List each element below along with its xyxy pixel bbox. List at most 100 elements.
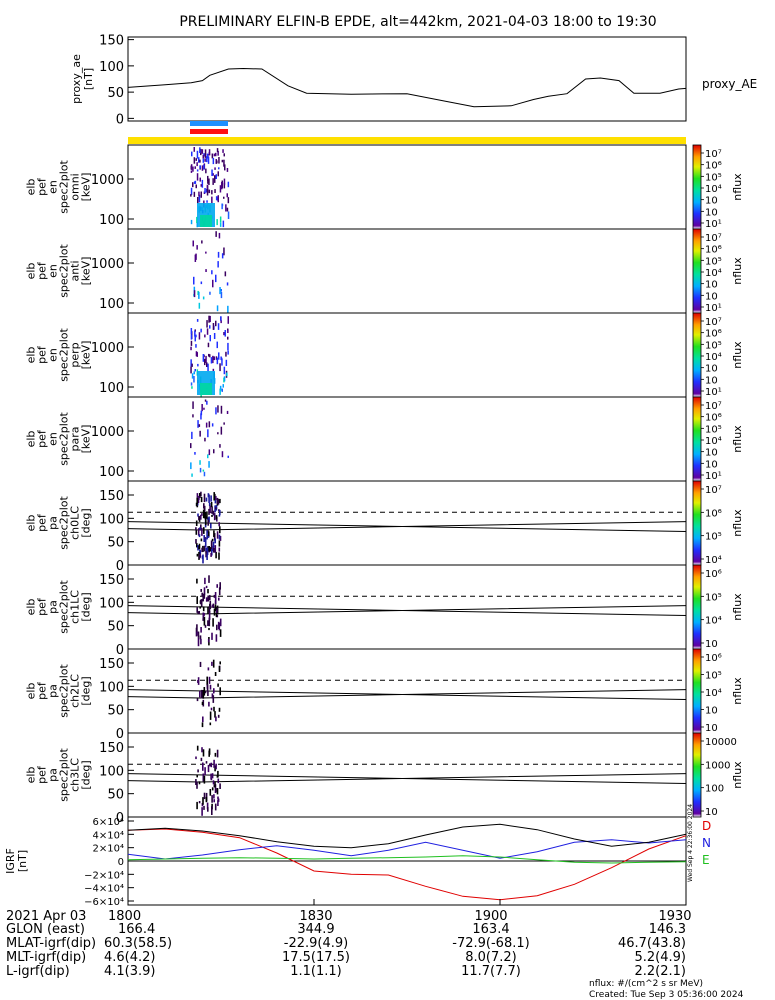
y-tick-label: 0	[118, 857, 124, 868]
pitch-angle-pixel	[218, 552, 220, 559]
pitch-angle-pixel	[200, 600, 202, 605]
colorbar-tick-label: 10⁳	[705, 364, 718, 375]
colorbar-tick-label: 10⁴	[705, 616, 722, 627]
spectrogram-pixel	[204, 335, 206, 338]
spectrogram-pixel	[222, 149, 224, 153]
spectrogram-pixel	[217, 405, 219, 412]
pitch-angle-pixel	[212, 539, 214, 542]
orbit-row-label: MLAT-igrf(dip)	[6, 936, 96, 951]
colorbar-tick-label: 10⁴	[705, 352, 722, 363]
spectrogram-pixel	[197, 173, 199, 180]
pitch-angle-pixel	[215, 804, 217, 811]
colorbar-tick-label: 1000	[705, 760, 730, 771]
y-axis-label: elbpefpaspec2plotch1LC[deg]	[25, 580, 93, 634]
pitch-angle-pixel	[196, 498, 198, 505]
spectrogram-pixel	[227, 337, 229, 340]
pitch-angle-pixel	[207, 620, 209, 626]
spectrogram-pixel	[216, 219, 218, 225]
spectrogram-pixel	[206, 423, 208, 428]
colorbar-tick-label: 10⁳	[705, 706, 718, 717]
pitch-angle-pixel	[219, 687, 221, 695]
panel-frame	[128, 397, 686, 481]
colorbar-gradient	[693, 481, 701, 565]
y-tick-label: 4×10⁴	[93, 830, 124, 841]
colorbar-title-text: nflux	[731, 341, 744, 369]
pitch-angle-pixel	[219, 783, 221, 789]
spectrogram-pixel	[198, 192, 200, 197]
spectrogram-pixel	[219, 389, 221, 395]
colorbar: 10⁷10⁶10⁵10⁴10⁳10⁲10¹ nflux	[693, 145, 744, 230]
pitch-angle-pixel	[212, 605, 214, 608]
colorbar-tick-label: 10⁶	[705, 508, 722, 519]
spectrogram-pixel	[213, 158, 215, 164]
colorbar: 10⁷10⁶10⁵10⁴10⁳10⁲10¹ nflux	[693, 313, 744, 398]
spectrogram-pixel	[228, 456, 230, 458]
spectrogram-pixel	[218, 171, 220, 176]
pitch-angle-pixel	[201, 747, 203, 752]
pitch-angle-pixel	[202, 618, 204, 621]
pitch-angle-pixel	[208, 667, 210, 670]
pitch-angle-pixel	[205, 625, 207, 628]
spectrogram-pixel	[196, 245, 198, 250]
colorbar-tick-label: 10⁲	[705, 207, 718, 218]
pitch-angle-pixel	[218, 779, 220, 784]
orbit-row-value: 11.7(7.7)	[461, 964, 521, 979]
colorbar-tick-label: 10000	[705, 737, 737, 748]
pitch-angle-pixel	[199, 801, 201, 803]
colorbar-tick-label: 10⁴	[705, 268, 722, 279]
pitch-angle-pixel	[203, 503, 205, 508]
fgm-indicator-blue	[190, 121, 228, 126]
pitch-angle-pixel	[206, 677, 208, 686]
colorbar-gradient	[693, 229, 701, 313]
orbit-row-value: 5.2(4.9)	[635, 950, 687, 965]
colorbar-tick-label: 10⁳	[705, 196, 718, 207]
pitch-angle-pixel	[207, 607, 209, 614]
pitch-angle-pixel	[216, 584, 218, 588]
pitch-angle-pixel	[199, 691, 201, 697]
spectrogram-pixel	[191, 364, 193, 367]
pitch-angle-pixel	[215, 717, 217, 722]
colorbar-tick-label: 10⁶	[705, 329, 722, 340]
pitch-angle-pixel	[207, 596, 209, 602]
spectrogram-pixel	[212, 423, 214, 426]
spectrogram-pixel	[191, 432, 193, 439]
spectrogram-pixel	[206, 320, 208, 328]
spectrogram-panel-2: elbpefenspec2plotanti[keV]100100010⁷10⁶1…	[25, 229, 745, 314]
spectrogram-pixel	[196, 162, 198, 166]
spectrogram-pixel	[228, 316, 230, 324]
spectrogram-pixel	[197, 197, 199, 203]
pitch-angle-pixel	[215, 607, 217, 610]
pitch-angle-pixel	[209, 763, 211, 766]
colorbar-title-text: nflux	[731, 173, 744, 201]
pitch-angle-pixel	[211, 806, 213, 815]
spectrogram-pixel	[224, 153, 226, 156]
spectrogram-pixel	[207, 328, 209, 334]
spectrogram-pixel	[222, 451, 224, 457]
pitch-angle-pixel	[217, 797, 219, 800]
pitch-angle-pixel	[197, 680, 199, 683]
pitch-angle-pixel	[207, 807, 209, 812]
y-tick-label: 100	[99, 381, 124, 396]
y-tick-label: 150	[99, 657, 124, 672]
spectrogram-pixel	[190, 194, 192, 197]
spectrogram-pixel	[220, 217, 222, 223]
proxy-ae-line	[128, 69, 686, 107]
pitch-angle-pixel	[201, 539, 203, 542]
spectrogram-pixel	[197, 169, 199, 171]
spectrogram-pixel	[203, 470, 205, 472]
proxy-ae-panel: 050100150proxy_ae [nT] proxy_AE	[70, 34, 757, 128]
spectrogram-pixel	[204, 472, 206, 477]
spectrogram-pixel	[201, 282, 203, 285]
pitch-angle-pixel	[219, 510, 221, 515]
pitch-angle-pixel	[201, 807, 203, 816]
colorbar-tick-label: 10⁳	[705, 639, 718, 650]
spectrogram-panel-3: elbpefenspec2plotperp[keV]100100010⁷10⁶1…	[25, 313, 745, 398]
nflux-units-note: nflux: #/(cm^2 s sr MeV)	[589, 979, 703, 989]
spectrogram-pixel	[203, 297, 205, 300]
spectrogram-pixel	[197, 151, 199, 159]
colorbar-tick-label: 10⁷	[705, 233, 722, 244]
spectrogram-pixel	[212, 178, 214, 185]
spectrogram-panel-8: elbpefpaspec2plotch3LC[deg]050100150 1000…	[25, 733, 745, 826]
pitch-angle-pixel	[217, 684, 219, 687]
pitch-angle-pixel	[210, 723, 212, 726]
